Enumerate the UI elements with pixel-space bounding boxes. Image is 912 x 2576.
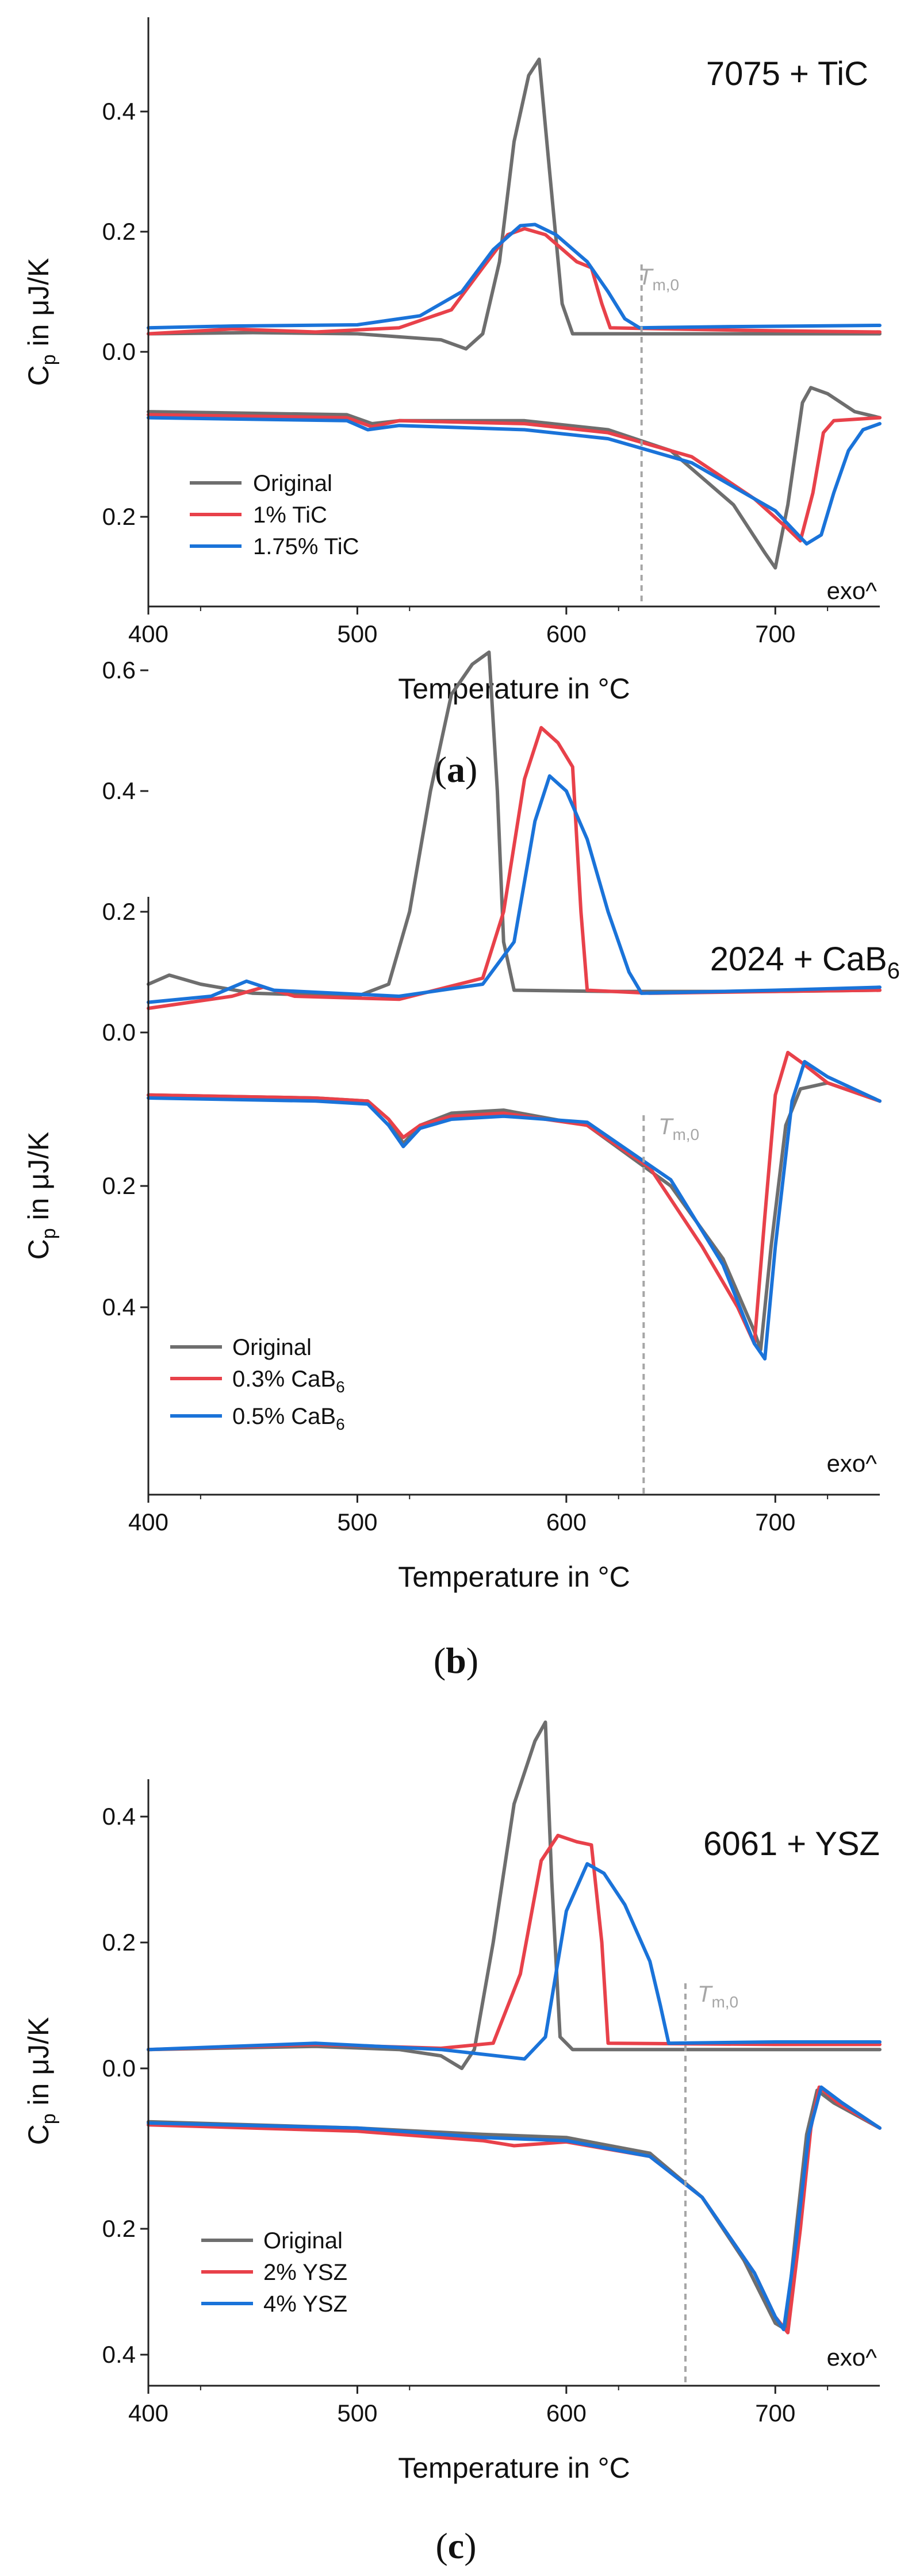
legend-item: 1% TiC bbox=[190, 502, 327, 528]
panel-c-ticks: 400 500 600 700 0.4 0.2 0.0 0.2 0.4 bbox=[102, 1803, 829, 2427]
y-tick-label: 0.2 bbox=[102, 898, 136, 925]
panel-b-x-label: Temperature in °C bbox=[398, 1561, 630, 1593]
panel-c-caption: (c) bbox=[435, 2525, 476, 2566]
legend-label: 0.5% CaB6 bbox=[232, 1404, 345, 1433]
panel-c-x-label: Temperature in °C bbox=[398, 2452, 630, 2484]
series-blue-heating-curve bbox=[147, 222, 882, 330]
legend-label: 1% TiC bbox=[253, 502, 327, 528]
series-red-cooling-curve bbox=[147, 413, 882, 543]
y-tick-label: 0.2 bbox=[102, 1172, 136, 1199]
panel-a-x-label: Temperature in °C bbox=[398, 673, 630, 705]
legend-item: 4% YSZ bbox=[201, 2291, 347, 2317]
x-tick-label: 700 bbox=[755, 620, 795, 647]
panel-c: Tm,0 400 500 600 700 0.4 0.2 0.0 0.2 0.4 6061 + … bbox=[22, 1720, 882, 2566]
x-tick-label: 500 bbox=[337, 620, 377, 647]
x-tick-label: 700 bbox=[755, 2400, 795, 2427]
legend-label: Original bbox=[263, 2228, 343, 2253]
y-tick-label: 0.6 bbox=[102, 657, 136, 684]
panel-c-curves bbox=[147, 1720, 882, 2335]
panel-b: Tm,0 400 500 600 700 0.6 0.4 0.2 0.0 0.2 0.4 2024… bbox=[22, 650, 900, 1681]
y-tick-label: 0.0 bbox=[102, 2055, 136, 2082]
y-tick-label: 0.2 bbox=[102, 503, 136, 530]
x-tick-label: 700 bbox=[755, 1508, 795, 1535]
panel-a-exo-label: exo^ bbox=[827, 577, 877, 604]
y-tick-label: 0.0 bbox=[102, 338, 136, 365]
series-blue-heating-curve bbox=[147, 1862, 882, 2061]
x-tick-label: 400 bbox=[128, 2400, 168, 2427]
panel-b-y-label: Cp in μJ/K bbox=[22, 1132, 60, 1260]
panel-c-title: 6061 + YSZ bbox=[703, 1825, 880, 1863]
panel-a-ticks: 400 500 600 700 0.4 0.2 0.0 0.2 bbox=[102, 98, 829, 647]
series-original-heating-curve bbox=[147, 650, 882, 998]
x-tick-label: 600 bbox=[546, 2400, 587, 2427]
panel-b-curves bbox=[147, 650, 882, 1361]
panel-a: Tm,0 400 500 600 700 0.4 0.2 0.0 0.2 7075 + TiC… bbox=[22, 17, 882, 790]
panel-c-tm-label: Tm,0 bbox=[698, 1982, 738, 2011]
series-red-cooling-curve bbox=[147, 1050, 882, 1346]
panel-a-curves bbox=[147, 57, 882, 570]
panel-b-title: 2024 + CaB6 bbox=[710, 940, 900, 984]
y-tick-label: 0.2 bbox=[102, 218, 136, 245]
panel-b-ticks: 400 500 600 700 0.6 0.4 0.2 0.0 0.2 0.4 bbox=[102, 657, 829, 1535]
panel-b-caption: (b) bbox=[434, 1640, 478, 1681]
y-tick-label: 0.0 bbox=[102, 1019, 136, 1046]
panel-b-exo-label: exo^ bbox=[827, 1450, 877, 1477]
legend-item: 2% YSZ bbox=[201, 2260, 347, 2285]
panel-b-legend: Original 0.3% CaB6 0.5% CaB6 bbox=[170, 1335, 345, 1433]
series-blue-cooling-curve bbox=[147, 1059, 882, 1361]
panel-c-legend: Original 2% YSZ 4% YSZ bbox=[201, 2228, 347, 2317]
legend-item: Original bbox=[201, 2228, 343, 2253]
y-tick-label: 0.2 bbox=[102, 1929, 136, 1956]
series-original-heating-curve bbox=[147, 1720, 882, 2070]
panel-a-tm-label: Tm,0 bbox=[638, 264, 679, 294]
legend-item: 0.5% CaB6 bbox=[170, 1404, 345, 1433]
panel-a-title: 7075 + TiC bbox=[706, 55, 868, 93]
panel-c-y-label: Cp in μJ/K bbox=[22, 2017, 60, 2145]
y-tick-label: 0.4 bbox=[102, 777, 136, 804]
legend-label: Original bbox=[253, 471, 332, 496]
y-tick-label: 0.4 bbox=[102, 2341, 136, 2368]
legend-label: Original bbox=[232, 1335, 312, 1360]
y-tick-label: 0.4 bbox=[102, 98, 136, 125]
legend-label: 2% YSZ bbox=[263, 2260, 347, 2285]
panel-a-y-label: Cp in μJ/K bbox=[22, 258, 60, 386]
legend-label: 4% YSZ bbox=[263, 2291, 347, 2317]
legend-item: 0.3% CaB6 bbox=[170, 1366, 345, 1396]
series-original-heating-curve bbox=[147, 57, 882, 351]
legend-item: Original bbox=[170, 1335, 312, 1360]
panel-a-legend: Original 1% TiC 1.75% TiC bbox=[190, 471, 359, 559]
series-blue-cooling-curve bbox=[147, 416, 882, 546]
panel-a-caption: (a) bbox=[435, 749, 478, 790]
panel-c-exo-label: exo^ bbox=[827, 2344, 877, 2371]
panel-b-tm-label: Tm,0 bbox=[658, 1114, 699, 1143]
x-tick-label: 500 bbox=[337, 1508, 377, 1535]
x-tick-label: 400 bbox=[128, 620, 168, 647]
legend-item: 1.75% TiC bbox=[190, 534, 359, 559]
legend-label: 1.75% TiC bbox=[253, 534, 359, 559]
x-tick-label: 600 bbox=[546, 620, 587, 647]
legend-label: 0.3% CaB6 bbox=[232, 1366, 345, 1396]
series-blue-heating-curve bbox=[147, 774, 882, 1004]
x-tick-label: 400 bbox=[128, 1508, 168, 1535]
x-tick-label: 600 bbox=[546, 1508, 587, 1535]
x-tick-label: 500 bbox=[337, 2400, 377, 2427]
y-tick-label: 0.2 bbox=[102, 2215, 136, 2242]
y-tick-label: 0.4 bbox=[102, 1293, 136, 1320]
y-tick-label: 0.4 bbox=[102, 1803, 136, 1830]
legend-item: Original bbox=[190, 471, 332, 496]
series-blue-cooling-curve bbox=[147, 2085, 882, 2332]
